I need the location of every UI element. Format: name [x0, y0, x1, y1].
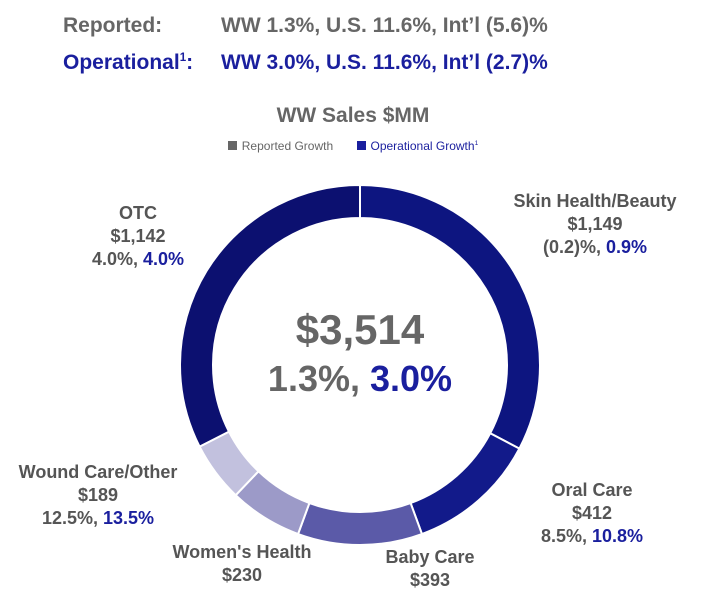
reported-label: Reported: [63, 14, 163, 37]
chart-legend: Reported Growth Operational Growth1 [0, 139, 706, 153]
label-oral-care: Oral Care $412 8.5%, 10.8% [522, 479, 662, 548]
segment-reported-growth: 4.0%, [91, 249, 138, 269]
center-growth: 1.3%, 3.0% [210, 358, 510, 400]
segment-value: $230 [221, 565, 263, 585]
label-womens-health: Women's Health $230 [152, 541, 332, 587]
segment-name: Oral Care [551, 480, 633, 500]
legend-label-reported: Reported Growth [241, 139, 334, 153]
operational-label: Operational [63, 51, 180, 74]
legend-sup-operational: 1 [474, 140, 479, 147]
legend-swatch-operational [356, 141, 366, 150]
segment-growth: 4.0%, 4.0% [78, 248, 198, 271]
label-wound-care-other: Wound Care/Other $189 12.5%, 13.5% [0, 461, 196, 530]
segment-operational-growth: 13.5% [103, 508, 155, 528]
chart-title: WW Sales $MM [276, 104, 430, 127]
legend-item-reported: Reported Growth [227, 139, 334, 153]
segment-operational-growth: 0.9% [606, 237, 648, 257]
segment-name: Women's Health [172, 542, 312, 562]
reported-growth-row: Reported: WW 1.3%, U.S. 11.6%, Int’l (5.6… [63, 14, 548, 38]
operational-label-group: Operational1: [63, 51, 221, 75]
segment-growth: (0.2)%, 0.9% [500, 236, 690, 259]
segment-name: Baby Care [385, 547, 475, 567]
segment-name: OTC [119, 203, 157, 223]
operational-growth-text: WW 3.0%, U.S. 11.6%, Int’l (2.7)% [221, 51, 548, 74]
center-operational-growth: 3.0% [370, 358, 453, 399]
segment-reported-growth: 12.5%, [41, 508, 98, 528]
label-baby-care: Baby Care $393 [365, 546, 495, 592]
segment-value: $1,142 [110, 226, 166, 246]
segment-reported-growth: 8.5%, [540, 526, 587, 546]
segment-growth: 12.5%, 13.5% [0, 507, 196, 530]
label-skin-health-beauty: Skin Health/Beauty $1,149 (0.2)%, 0.9% [500, 190, 690, 259]
legend-swatch-reported [227, 141, 237, 150]
segment-operational-growth: 10.8% [592, 526, 644, 546]
legend-item-operational: Operational Growth1 [356, 139, 479, 153]
donut-segment-otc [179, 183, 361, 448]
donut-segment-baby-care [296, 501, 424, 546]
segment-value: $189 [77, 485, 119, 505]
label-otc: OTC $1,142 4.0%, 4.0% [78, 202, 198, 271]
legend-label-operational: Operational Growth [370, 139, 475, 153]
donut-segment-oral-care [409, 431, 521, 536]
center-total: $3,514 [295, 306, 425, 353]
reported-growth-text: WW 1.3%, U.S. 11.6%, Int’l (5.6)% [221, 14, 548, 37]
segment-value: $1,149 [567, 214, 623, 234]
segment-reported-growth: (0.2)%, [542, 237, 601, 257]
operational-footnote-marker: 1 [179, 52, 187, 64]
segment-value: $393 [409, 570, 451, 590]
segment-operational-growth: 4.0% [143, 249, 185, 269]
segment-value: $412 [571, 503, 613, 523]
segment-growth: 8.5%, 10.8% [522, 525, 662, 548]
operational-label-colon: : [186, 51, 194, 74]
center-reported-growth: 1.3%, [267, 358, 360, 399]
operational-growth-row: Operational1: WW 3.0%, U.S. 11.6%, Int’l … [63, 51, 548, 75]
segment-name: Skin Health/Beauty [513, 191, 677, 211]
segment-name: Wound Care/Other [18, 462, 178, 482]
